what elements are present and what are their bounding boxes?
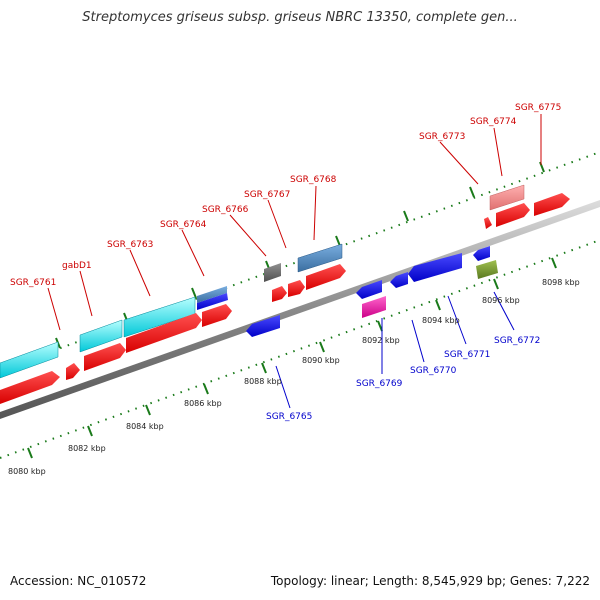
- gene-label-sgr-6770[interactable]: SGR_6770: [410, 366, 457, 376]
- gene-label-sgr-6763[interactable]: SGR_6763: [107, 240, 153, 250]
- lower-major-tick: [319, 341, 325, 353]
- top-gene-labels: SGR_6761 gabD1 SGR_6763 SGR_6764 SGR_676…: [10, 103, 561, 331]
- gene-label-sgr-6765[interactable]: SGR_6765: [266, 412, 312, 422]
- genome-title: Streptomyces griseus subsp. griseus NBRC…: [82, 10, 518, 25]
- gene-label-sgr-6773[interactable]: SGR_6773: [419, 132, 465, 142]
- top-strand-features: [0, 184, 570, 404]
- gene-feature-steel[interactable]: [197, 286, 227, 303]
- lower-major-tick: [377, 320, 383, 332]
- gene-feature-red[interactable]: [496, 203, 530, 227]
- lower-major-tick: [261, 362, 267, 374]
- gene-feature-blue[interactable]: [356, 280, 382, 299]
- gene-feature-blue[interactable]: [408, 253, 462, 282]
- gene-feature-blue[interactable]: [473, 246, 490, 261]
- gene-label-sgr-6764[interactable]: SGR_6764: [160, 220, 207, 230]
- gene-label-leader: [267, 199, 287, 249]
- gene-label-leader: [129, 249, 151, 297]
- lower-major-tick: [435, 299, 441, 311]
- ruler-label: 8096 kbp: [482, 296, 520, 305]
- lower-major-tick: [87, 425, 93, 437]
- gene-label-leader: [411, 319, 425, 363]
- lower-major-tick: [203, 383, 209, 395]
- gene-feature-red[interactable]: [484, 217, 492, 229]
- ruler-label: 8094 kbp: [422, 316, 460, 325]
- gene-label-sgr-6772[interactable]: SGR_6772: [494, 336, 540, 346]
- gene-label-sgr-6769[interactable]: SGR_6769: [356, 379, 403, 389]
- ruler-label: 8098 kbp: [542, 278, 580, 287]
- gene-feature-red[interactable]: [84, 343, 126, 371]
- gene-label-leader: [229, 214, 267, 257]
- gene-feature-blue[interactable]: [197, 293, 228, 310]
- gene-feature-cyan[interactable]: [79, 319, 123, 353]
- gene-label-sgr-6766[interactable]: SGR_6766: [202, 205, 249, 215]
- gene-label-gabd1[interactable]: gabD1: [62, 261, 92, 271]
- gene-feature-red[interactable]: [202, 304, 232, 327]
- gene-feature-magenta[interactable]: [362, 296, 386, 318]
- gene-label-sgr-6771[interactable]: SGR_6771: [444, 350, 490, 360]
- gene-feature-blue[interactable]: [390, 272, 408, 288]
- bottom-gene-labels: SGR_6765 SGR_6769 SGR_6770 SGR_6771 SGR_…: [266, 291, 540, 422]
- gene-feature-olive[interactable]: [476, 260, 498, 279]
- ruler-label: 8092 kbp: [362, 336, 400, 345]
- lower-ruler: [0, 239, 600, 459]
- lower-ruler-dots: [0, 239, 600, 459]
- upper-major-tick: [335, 235, 341, 247]
- gene-feature-red[interactable]: [66, 363, 80, 380]
- ruler-label: 8084 kbp: [126, 422, 164, 431]
- ruler-label: 8080 kbp: [8, 467, 46, 476]
- gene-label-leader: [79, 270, 93, 317]
- gene-label-sgr-6768[interactable]: SGR_6768: [290, 175, 337, 185]
- upper-major-tick: [191, 287, 197, 299]
- bottom-strand-features: [246, 246, 498, 337]
- gene-feature-red[interactable]: [288, 280, 305, 297]
- lower-major-tick: [27, 447, 33, 459]
- gene-label-leader: [275, 365, 291, 409]
- ruler-label: 8082 kbp: [68, 444, 106, 453]
- lower-major-tick: [551, 257, 557, 269]
- gene-feature-red[interactable]: [0, 371, 60, 404]
- gene-feature-blue[interactable]: [246, 315, 280, 337]
- gene-label-sgr-6767[interactable]: SGR_6767: [244, 190, 290, 200]
- genome-summary-text: Topology: linear; Length: 8,545,929 bp; …: [270, 574, 590, 588]
- gene-label-leader: [493, 127, 503, 177]
- gene-feature-steel[interactable]: [297, 243, 343, 273]
- gene-feature-pink[interactable]: [489, 184, 525, 211]
- gene-feature-red[interactable]: [534, 193, 570, 216]
- gene-feature-red[interactable]: [126, 313, 202, 353]
- gene-label-leader: [439, 141, 479, 185]
- gene-label-sgr-6774[interactable]: SGR_6774: [470, 117, 517, 127]
- gene-label-leader: [181, 229, 205, 277]
- ruler-label: 8086 kbp: [184, 399, 222, 408]
- gene-feature-red[interactable]: [306, 264, 346, 290]
- ruler-label: 8090 kbp: [302, 356, 340, 365]
- gene-label-leader: [493, 291, 515, 331]
- gene-label-sgr-6761[interactable]: SGR_6761: [10, 278, 56, 288]
- lower-major-tick: [145, 404, 151, 416]
- ruler-label: 8088 kbp: [244, 377, 282, 386]
- accession-text: Accession: NC_010572: [10, 574, 147, 588]
- gene-feature-red[interactable]: [272, 286, 287, 302]
- gene-label-leader: [313, 185, 317, 241]
- lower-major-tick: [493, 278, 499, 290]
- upper-major-tick: [403, 210, 409, 222]
- gene-feature-cyan[interactable]: [0, 341, 59, 379]
- gene-label-sgr-6775[interactable]: SGR_6775: [515, 103, 561, 113]
- gene-feature-gray[interactable]: [264, 263, 281, 282]
- ruler-tick-labels: 8080 kbp 8082 kbp 8084 kbp 8086 kbp 8088…: [8, 278, 580, 476]
- upper-major-tick: [469, 186, 475, 198]
- gene-label-leader: [47, 287, 61, 331]
- gene-label-leader: [447, 295, 467, 345]
- chromosome-backbone: [0, 200, 600, 419]
